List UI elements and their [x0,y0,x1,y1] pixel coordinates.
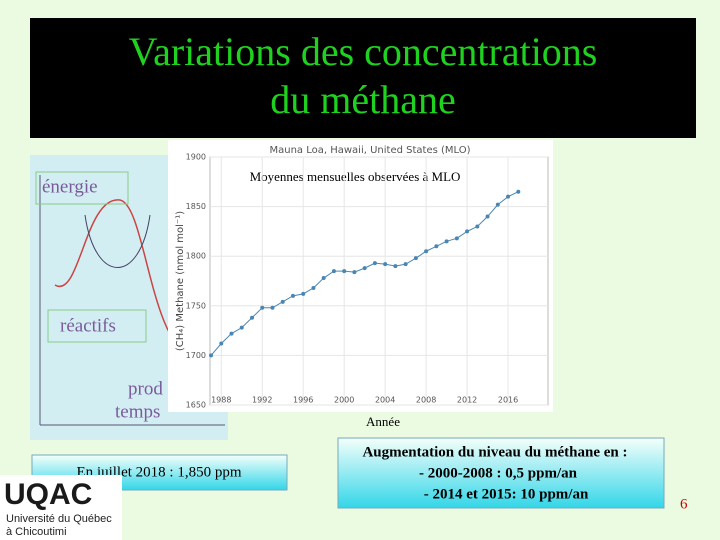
energy-well [84,214,151,268]
diagram-label: prod [128,378,163,399]
label-box [35,171,129,205]
chart-title: Mauna Loa, Hawaii, United States (MLO) [269,145,470,156]
data-point [393,264,398,269]
data-point [434,244,439,249]
x-tick-label: 2004 [375,396,395,405]
data-point [331,269,336,274]
title-box [30,18,696,138]
title-line: Variations des concentrations [129,29,598,74]
data-point [362,266,367,271]
x-tick-label: 2016 [498,396,518,405]
university-name: Université du Québec [6,513,112,525]
data-point [485,214,490,219]
chart-background [168,140,553,412]
y-axis-label: (CH₄) Methane (nmol mol⁻¹) [175,211,186,351]
chart: Mauna Loa, Hawaii, United States (MLO) M… [168,140,553,412]
logo: UQAC [4,478,92,511]
y-tick-label: 1850 [186,202,206,211]
data-point [239,325,244,330]
data-point [321,276,326,281]
chart-annotation: Moyennes mensuelles observées à MLO [250,169,461,184]
data-point [270,305,275,310]
diagram-label: énergie [42,176,98,197]
data-point [465,229,470,234]
note-box [337,437,665,509]
x-tick-label: 2012 [457,396,477,405]
data-point [260,305,265,310]
data-point [219,341,224,346]
data-point [403,262,408,267]
y-tick-label: 1900 [186,153,206,162]
x-tick-label: 1988 [211,396,231,405]
data-point [229,331,234,336]
note-text: - 2014 et 2015: 10 ppm/an [424,486,589,502]
y-tick-label: 1800 [186,252,206,261]
data-point [311,285,316,290]
data-point [475,224,480,229]
data-point [249,315,254,320]
data-point [209,353,214,358]
x-tick-label: 2008 [416,396,436,405]
note-text: - 2000-2008 : 0,5 ppm/an [419,465,578,481]
x-tick-label: 2000 [334,396,354,405]
data-point [454,236,459,241]
data-point [372,261,377,266]
x-tick-label: 1996 [293,396,313,405]
university-name: à Chicoutimi [6,526,67,538]
data-point [342,269,347,274]
data-point [424,249,429,254]
diagram-label: réactifs [60,315,116,336]
x-tick-label: 1992 [252,396,272,405]
data-point [495,202,500,207]
data-point [506,194,511,199]
page-number: 6 [680,496,688,512]
energy-curve [54,199,191,356]
note-text: Augmentation du niveau du méthane en : [362,444,627,460]
data-point [383,262,388,267]
y-tick-label: 1650 [186,401,206,410]
data-point [280,299,285,304]
data-point [413,256,418,261]
data-point [290,293,295,298]
logo-box [0,475,122,540]
y-tick-label: 1700 [186,351,206,360]
data-point [516,189,521,194]
label-box [47,309,147,343]
data-point [352,270,357,275]
title-line: du méthane [270,77,456,122]
y-tick-label: 1750 [186,301,206,310]
data-point [301,291,306,296]
x-axis-label: Année [366,414,400,429]
diagram-label: temps [115,401,160,422]
data-point [444,239,449,244]
